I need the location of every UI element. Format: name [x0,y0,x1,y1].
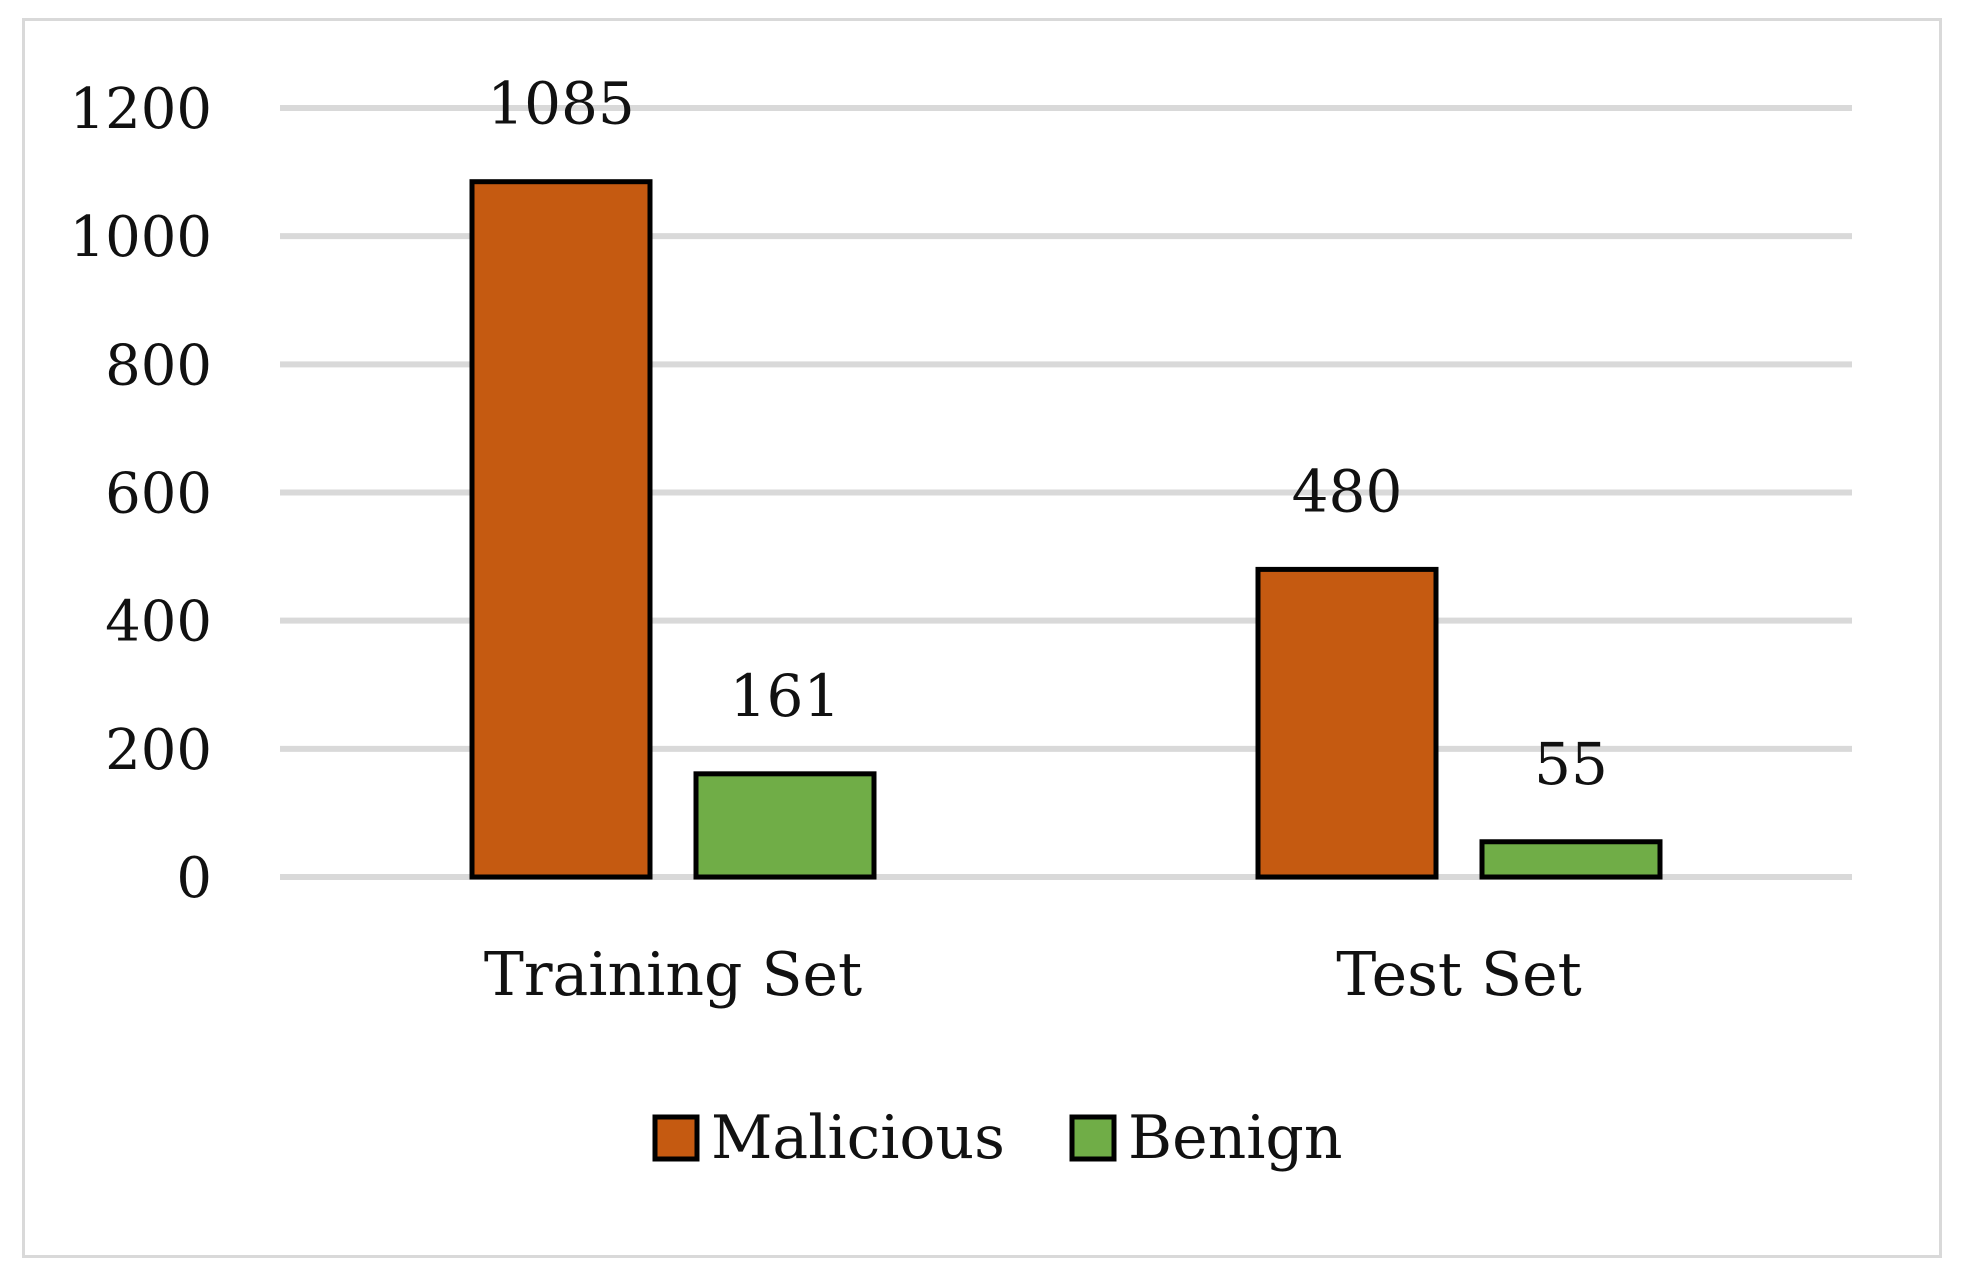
legend: Malicious Benign [652,1103,1342,1173]
legend-swatch-malicious [652,1114,700,1162]
data-label: 55 [1534,730,1608,798]
data-labels: 1085 161 480 55 [487,70,1608,798]
bar-malicious-0 [469,179,653,880]
legend-label-malicious: Malicious [711,1103,1005,1173]
data-label: 1085 [487,70,635,138]
data-label: 480 [1292,457,1403,525]
y-tick-label: 1000 [69,205,212,270]
y-tick-label: 400 [105,590,212,655]
y-tick-label: 600 [105,462,212,527]
category-label: Test Set [1336,940,1582,1010]
bar-benign-0 [693,771,877,880]
legend-swatch-benign [1069,1114,1117,1162]
y-axis-ticks: 0 200 400 600 800 1000 1200 [69,77,212,911]
bars [469,179,1663,880]
chart-frame [22,18,1942,1258]
y-tick-label: 0 [176,846,212,911]
bar-benign-1 [1479,839,1663,880]
legend-label-benign: Benign [1128,1103,1342,1173]
y-tick-label: 1200 [69,77,212,142]
category-label: Training Set [484,940,862,1010]
y-tick-label: 200 [105,718,212,783]
y-tick-label: 800 [105,333,212,398]
data-label: 161 [730,662,841,730]
bar-malicious-1 [1255,566,1439,880]
x-axis-categories: Training Set Test Set [484,940,1582,1010]
